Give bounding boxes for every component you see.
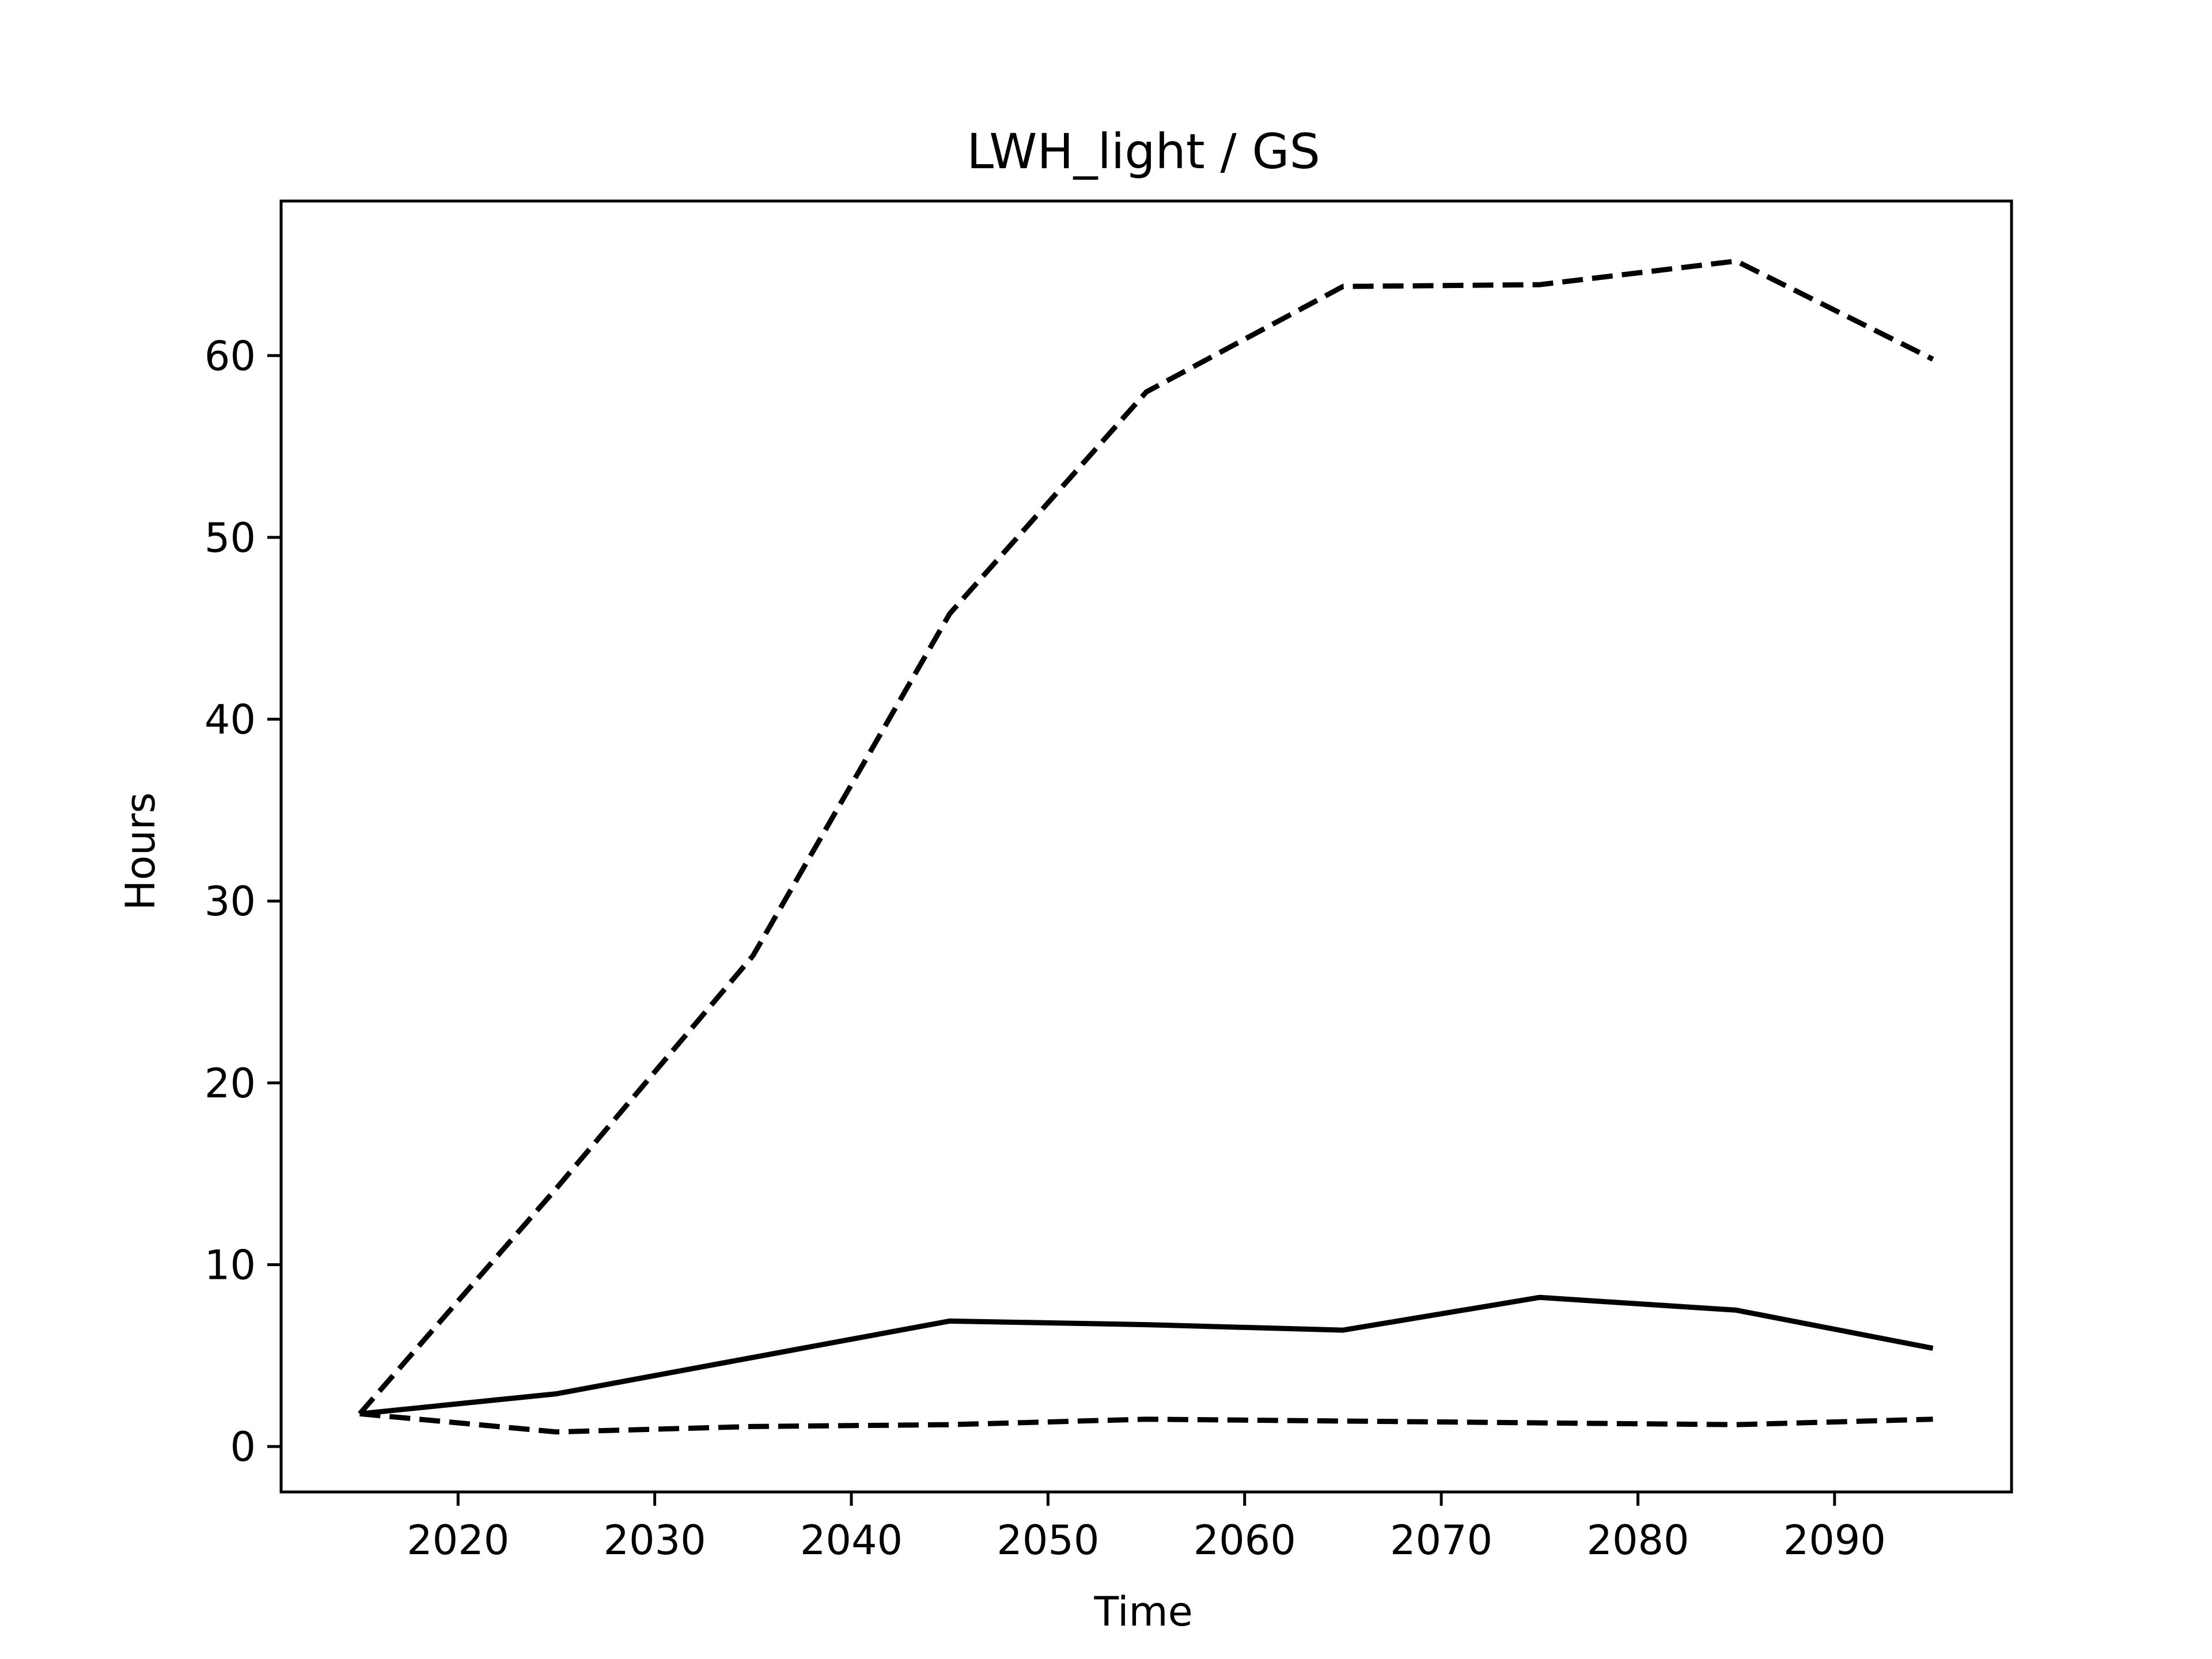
- chart-title: LWH_light / GS: [967, 123, 1320, 180]
- plot-frame: [279, 199, 2013, 1494]
- plot-area: 2020 2030 2040 2050 2060 2070 2080 209001020304…: [204, 199, 2013, 1564]
- x-tick-label-2070: 2070: [1390, 1517, 1493, 1564]
- y-tick-label-20: 20: [204, 1060, 256, 1107]
- series-line-2: [359, 1294, 1934, 1416]
- x-tick-label-2030: 2030: [604, 1517, 706, 1564]
- x-axis-title: Time: [1093, 1588, 1192, 1635]
- y-tick-label-60: 60: [204, 332, 256, 380]
- y-tick-label-10: 10: [204, 1241, 256, 1289]
- series-line-1: [358, 258, 1934, 1416]
- x-tick-label-2080: 2080: [1586, 1517, 1689, 1564]
- series-line-3: [359, 1411, 1933, 1435]
- x-tick-label-2050: 2050: [997, 1517, 1099, 1564]
- x-tick-label-2060: 2060: [1194, 1517, 1296, 1564]
- y-axis-title: Hours: [117, 792, 164, 910]
- y-tick-label-50: 50: [204, 514, 256, 562]
- y-tick-label-0: 0: [230, 1423, 256, 1471]
- x-tick-label-2090: 2090: [1783, 1517, 1886, 1564]
- x-tick-label-2020: 2020: [407, 1517, 509, 1564]
- y-tick-label-30: 30: [204, 878, 256, 925]
- x-tick-label-2040: 2040: [800, 1517, 903, 1564]
- y-tick-label-40: 40: [204, 696, 256, 744]
